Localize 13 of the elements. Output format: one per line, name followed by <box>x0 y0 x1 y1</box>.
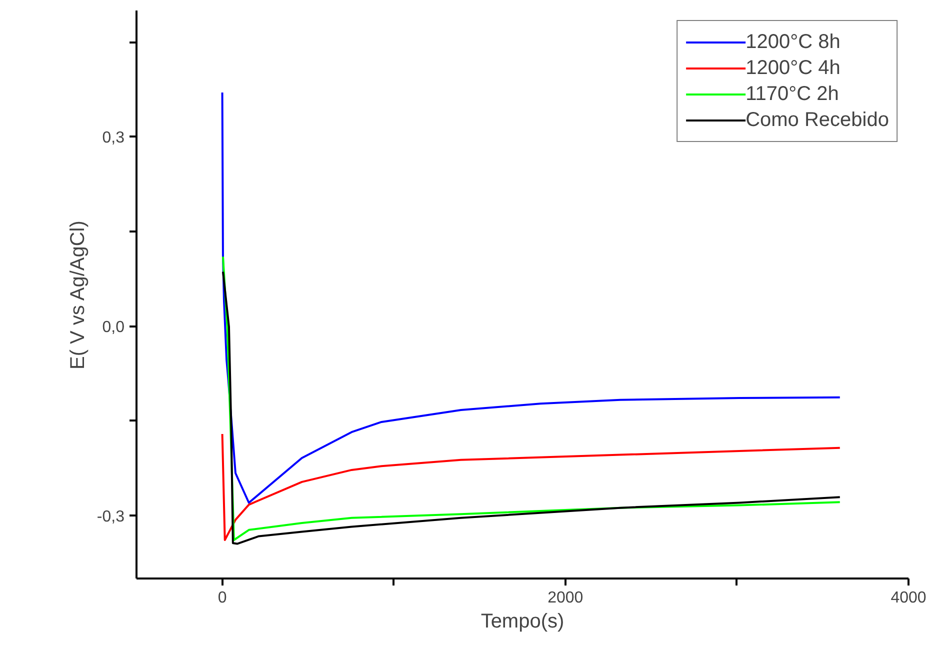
legend-label: 1200°C 8h <box>746 30 840 54</box>
y-tick-label: 0,3 <box>102 130 125 147</box>
x-tick-label: 0 <box>218 590 227 606</box>
line-series <box>221 432 841 541</box>
legend-label: 1200°C 4h <box>746 56 840 80</box>
y-tick-label: -0,3 <box>96 508 125 526</box>
y-tick-label: 0,0 <box>102 319 125 336</box>
legend-label: 1170°C 2h <box>746 82 839 106</box>
y-axis-title: E( V vs Ag/AgCl) <box>66 220 89 370</box>
x-axis-title: Tempo(s) <box>480 610 564 632</box>
x-tick-label: 2000 <box>548 590 584 606</box>
legend-label: Como Recebido <box>746 108 889 132</box>
x-tick-label: 4000 <box>890 590 926 606</box>
